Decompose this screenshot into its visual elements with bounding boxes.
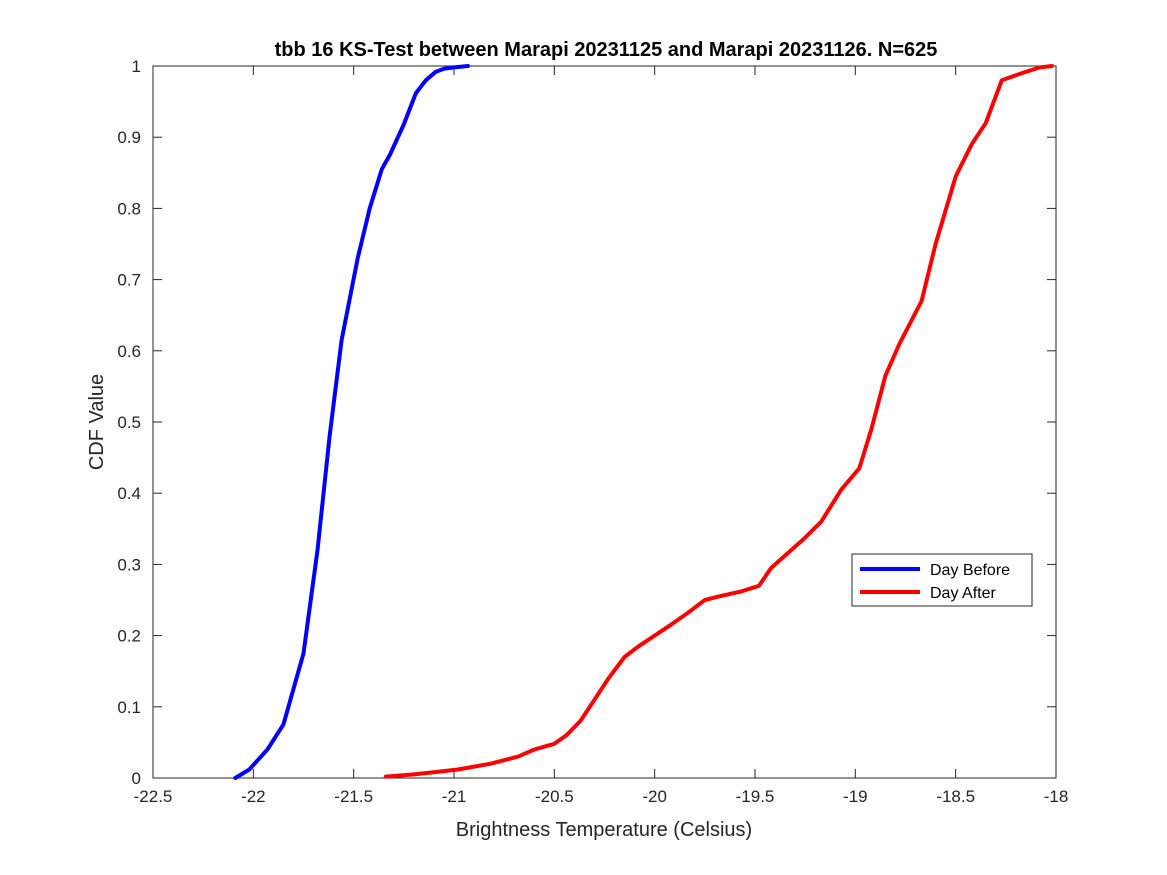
y-tick-label: 0.1 xyxy=(117,698,141,717)
x-tick-label: -18 xyxy=(1044,787,1069,806)
legend-box xyxy=(851,553,1033,607)
x-tick-label: -19.5 xyxy=(736,787,775,806)
x-tick-label: -18.5 xyxy=(936,787,975,806)
y-tick-label: 0.9 xyxy=(117,128,141,147)
x-tick-label: -21.5 xyxy=(334,787,373,806)
axis-ticks: -22.5 -22 -21.5 -21 -20.5 -20 -19.5 -19 -18.5 -18… xyxy=(117,57,1068,806)
data-series xyxy=(233,64,1054,780)
x-tick-label: -20.5 xyxy=(535,787,574,806)
y-tick-label: 0.3 xyxy=(117,555,141,574)
legend-label-day-after: Day After xyxy=(930,585,996,602)
y-tick-label: 1 xyxy=(132,57,141,76)
x-tick-label: -19 xyxy=(843,787,868,806)
y-tick-label: 0.7 xyxy=(117,271,141,290)
y-tick-label: 0.4 xyxy=(117,484,141,503)
y-tick-label: 0 xyxy=(132,769,141,788)
y-tick-label: 0.8 xyxy=(117,199,141,218)
y-tick-label: 0.6 xyxy=(117,342,141,361)
series-line-day-before xyxy=(233,64,470,780)
legend: Day Before Day After xyxy=(851,553,1033,607)
y-tick-label: 0.2 xyxy=(117,627,141,646)
plot-area xyxy=(152,65,1057,779)
chart-title: tbb 16 KS-Test between Marapi 20231125 a… xyxy=(275,39,938,61)
x-tick-label: -22.5 xyxy=(134,787,173,806)
legend-label-day-before: Day Before xyxy=(930,562,1010,579)
x-tick-label: -20 xyxy=(642,787,667,806)
y-axis-label: CDF Value xyxy=(86,374,108,470)
x-tick-label: -21 xyxy=(442,787,467,806)
y-tick-label: 0.5 xyxy=(117,413,141,432)
series-line-day-after xyxy=(383,64,1054,779)
x-axis-label: Brightness Temperature (Celsius) xyxy=(456,819,752,841)
x-tick-label: -22 xyxy=(241,787,266,806)
